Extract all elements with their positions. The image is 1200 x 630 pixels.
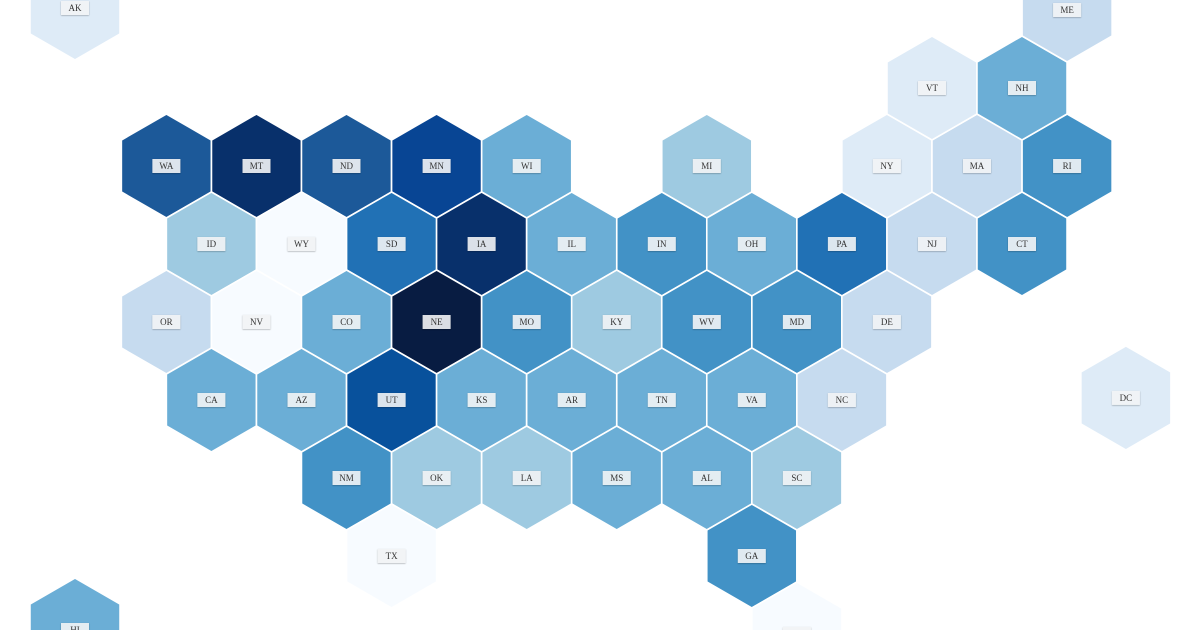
svg-text:NM: NM — [339, 473, 354, 483]
svg-text:CO: CO — [340, 317, 353, 327]
svg-text:KY: KY — [610, 317, 623, 327]
svg-text:OH: OH — [745, 239, 758, 249]
svg-text:NE: NE — [431, 317, 443, 327]
svg-text:DE: DE — [881, 317, 893, 327]
svg-text:IL: IL — [567, 239, 576, 249]
svg-text:GA: GA — [745, 551, 758, 561]
svg-text:MN: MN — [429, 161, 444, 171]
svg-text:MA: MA — [970, 161, 985, 171]
svg-text:DC: DC — [1120, 393, 1133, 403]
svg-text:MT: MT — [250, 161, 264, 171]
svg-text:WY: WY — [294, 239, 309, 249]
svg-text:MS: MS — [610, 473, 623, 483]
svg-text:TN: TN — [656, 395, 668, 405]
svg-text:ME: ME — [1060, 5, 1074, 15]
svg-text:MO: MO — [519, 317, 534, 327]
svg-text:NY: NY — [880, 161, 893, 171]
svg-text:CA: CA — [205, 395, 218, 405]
svg-text:WA: WA — [159, 161, 173, 171]
svg-text:AL: AL — [701, 473, 713, 483]
svg-text:ID: ID — [207, 239, 217, 249]
svg-text:VA: VA — [746, 395, 758, 405]
svg-text:UT: UT — [386, 395, 398, 405]
svg-text:IA: IA — [477, 239, 487, 249]
svg-text:NJ: NJ — [927, 239, 937, 249]
svg-text:CT: CT — [1016, 239, 1028, 249]
svg-text:NC: NC — [836, 395, 849, 405]
svg-text:OK: OK — [430, 473, 443, 483]
svg-text:LA: LA — [521, 473, 533, 483]
svg-text:WV: WV — [699, 317, 714, 327]
svg-text:AZ: AZ — [296, 395, 308, 405]
svg-text:PA: PA — [837, 239, 848, 249]
svg-text:KS: KS — [476, 395, 488, 405]
svg-text:TX: TX — [386, 551, 398, 561]
svg-text:RI: RI — [1063, 161, 1072, 171]
svg-text:WI: WI — [521, 161, 533, 171]
svg-text:AK: AK — [69, 3, 82, 13]
svg-text:HI: HI — [70, 625, 80, 630]
svg-text:SC: SC — [791, 473, 802, 483]
svg-text:MI: MI — [701, 161, 712, 171]
svg-text:NH: NH — [1016, 83, 1029, 93]
svg-text:AR: AR — [565, 395, 578, 405]
svg-text:MD: MD — [790, 317, 805, 327]
svg-text:ND: ND — [340, 161, 353, 171]
svg-text:VT: VT — [926, 83, 938, 93]
svg-text:IN: IN — [657, 239, 667, 249]
svg-text:SD: SD — [386, 239, 398, 249]
svg-text:NV: NV — [250, 317, 263, 327]
svg-text:OR: OR — [160, 317, 173, 327]
